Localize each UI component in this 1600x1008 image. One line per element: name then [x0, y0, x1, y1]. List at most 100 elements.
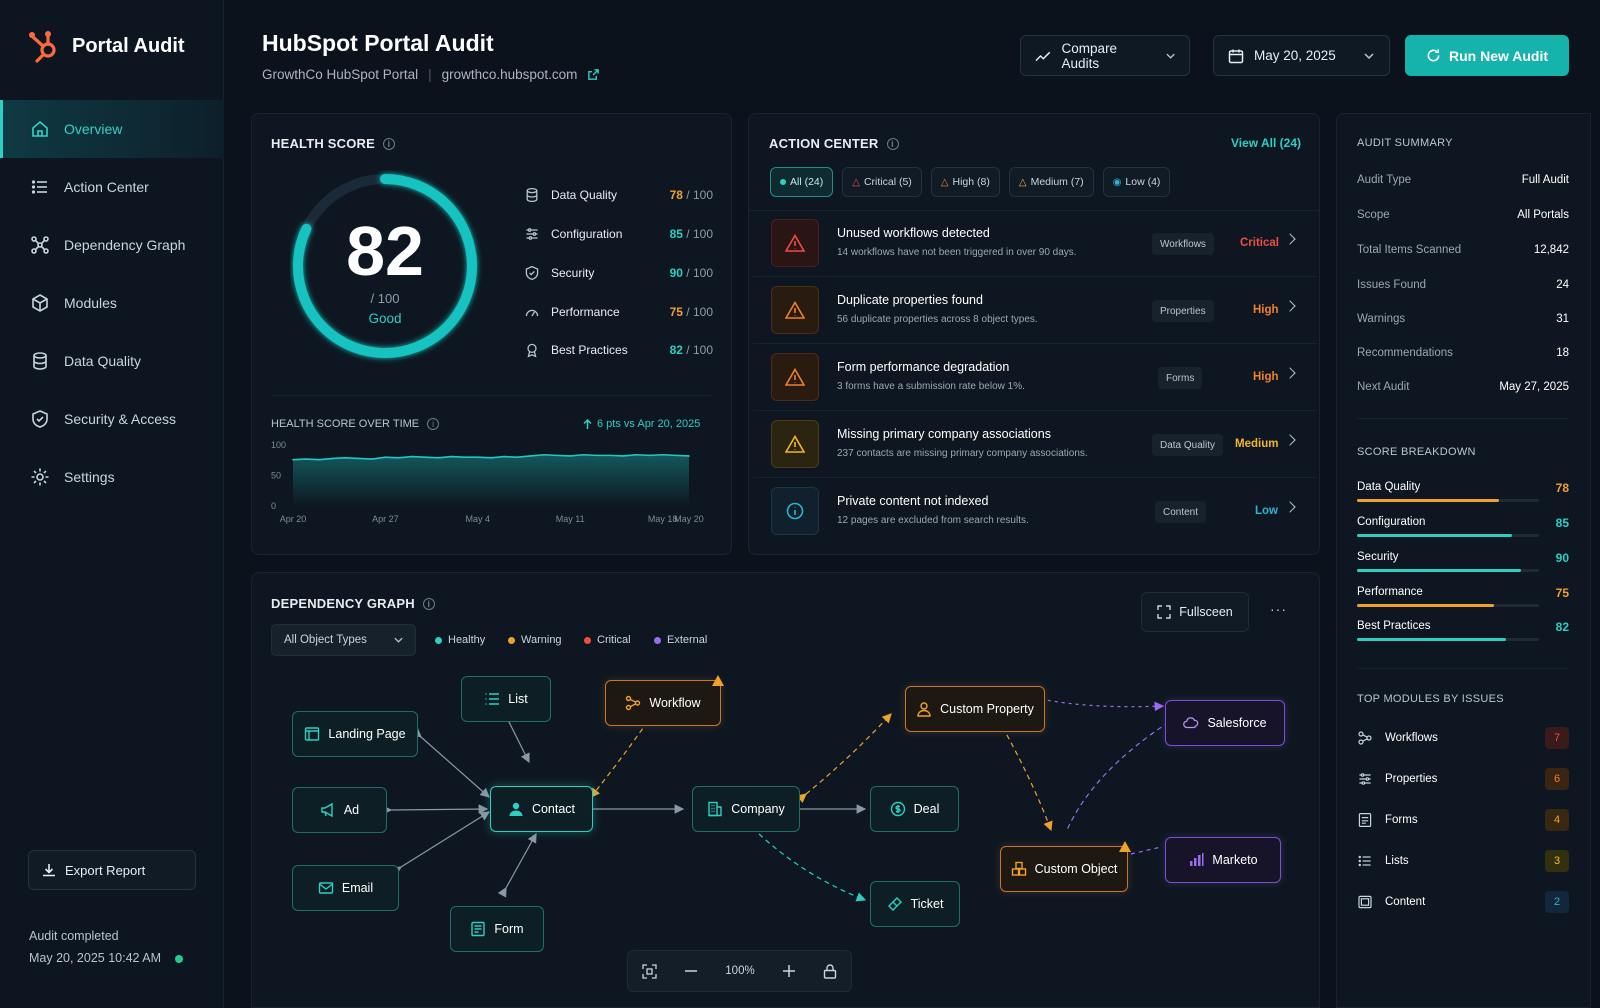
- high-warning-icon: [771, 353, 819, 401]
- summary-row: Audit Type Full Audit: [1357, 174, 1569, 186]
- node-email[interactable]: Email: [292, 865, 399, 911]
- trend-point: [688, 455, 690, 457]
- metric-max: / 100: [682, 305, 713, 319]
- nav-item-security-access[interactable]: Security & Access: [0, 390, 224, 448]
- app-logo[interactable]: Portal Audit: [28, 28, 185, 64]
- node-marketo[interactable]: Marketo: [1165, 837, 1281, 883]
- action-item[interactable]: Duplicate properties found 56 duplicate …: [753, 278, 1318, 344]
- module-issue-count: 7: [1545, 727, 1569, 749]
- node-landing-page[interactable]: Landing Page: [292, 711, 418, 757]
- node-list[interactable]: List: [461, 676, 551, 722]
- health-over-time-heading: HEALTH SCORE OVER TIME: [271, 418, 420, 430]
- trend-point: [437, 457, 439, 459]
- legend-dot-icon: [435, 636, 442, 644]
- breakdown-row: Security 90: [1357, 551, 1569, 581]
- metric-value: 85 / 100: [670, 227, 713, 241]
- filter-chip-high[interactable]: △ High (8): [930, 167, 1000, 197]
- info-icon[interactable]: i: [886, 137, 899, 150]
- fit-view-icon[interactable]: [642, 963, 657, 979]
- nav-item-data-quality[interactable]: Data Quality: [0, 332, 224, 390]
- filter-chip-all[interactable]: All (24): [770, 167, 834, 197]
- more-options-icon[interactable]: ···: [1270, 601, 1287, 617]
- fullscreen-button[interactable]: Fullsceen: [1141, 592, 1249, 632]
- node-custom-object[interactable]: Custom Object: [1000, 841, 1131, 892]
- nav-item-action-center[interactable]: Action Center: [0, 158, 224, 216]
- node-ticket[interactable]: Ticket: [870, 881, 960, 927]
- object-type-filter[interactable]: All Object Types: [271, 624, 416, 656]
- summary-row: Scope All Portals: [1357, 209, 1569, 221]
- action-item[interactable]: Missing primary company associations 237…: [753, 412, 1318, 478]
- view-all-link[interactable]: View All (24): [1231, 136, 1302, 150]
- trend-point: [318, 458, 321, 461]
- node-company[interactable]: Company: [692, 786, 800, 832]
- trend-point: [675, 454, 677, 457]
- node-label: Ticket: [910, 897, 944, 911]
- export-report-button[interactable]: Export Report: [28, 850, 196, 890]
- metric-best-practices: Best Practices 82 / 100: [523, 340, 713, 360]
- legend-label: External: [667, 634, 708, 646]
- node-form[interactable]: Form: [450, 906, 544, 952]
- health-score-heading: HEALTH SCORE: [271, 136, 375, 151]
- info-icon[interactable]: i: [427, 418, 440, 430]
- node-salesforce[interactable]: Salesforce: [1165, 700, 1285, 746]
- audit-status-time: May 20, 2025 10:42 AM: [29, 951, 162, 965]
- external-link-icon[interactable]: [587, 68, 600, 81]
- filter-chip-medium[interactable]: △ Medium (7): [1008, 167, 1094, 197]
- module-row-lists[interactable]: Lists 3: [1357, 850, 1569, 872]
- warning-triangle-icon: △: [940, 176, 949, 188]
- action-item[interactable]: Form performance degradation 3 forms hav…: [753, 345, 1318, 411]
- module-row-content[interactable]: Content 2: [1357, 891, 1569, 913]
- object-type-filter-label: All Object Types: [284, 634, 367, 646]
- module-row-workflows[interactable]: Workflows 7: [1357, 727, 1569, 749]
- zoom-out-icon[interactable]: [684, 964, 698, 978]
- nav-label: Security & Access: [64, 411, 177, 427]
- node-custom-property[interactable]: Custom Property: [905, 686, 1045, 732]
- breakdown-value: 78: [1555, 481, 1569, 495]
- nav-item-dependency-graph[interactable]: Dependency Graph: [0, 216, 224, 274]
- module-issue-count: 3: [1545, 850, 1569, 872]
- user-outline-icon: [917, 702, 931, 717]
- run-new-audit-button[interactable]: Run New Audit: [1405, 35, 1569, 76]
- warning-badge-icon: [712, 675, 724, 686]
- filter-chip-low[interactable]: ◉ Low (4): [1102, 167, 1171, 197]
- zoom-in-icon[interactable]: [782, 964, 796, 978]
- node-workflow[interactable]: Workflow: [605, 675, 724, 726]
- node-contact[interactable]: Contact: [490, 786, 593, 832]
- legend-warning: Warning: [508, 634, 562, 646]
- health-over-time-title: HEALTH SCORE OVER TIME i: [271, 418, 440, 430]
- nav-label: Modules: [64, 295, 117, 311]
- sidebar-nav: Overview Action Center Dependency Graph …: [0, 100, 224, 506]
- content-icon: [1358, 895, 1372, 909]
- nav-item-settings[interactable]: Settings: [0, 448, 224, 506]
- portal-domain-link[interactable]: growthco.hubspot.com: [441, 67, 578, 82]
- breakdown-bar-fill: [1357, 604, 1494, 607]
- nav-item-modules[interactable]: Modules: [0, 274, 224, 332]
- action-title: Missing primary company associations: [837, 427, 1051, 441]
- summary-value: 12,842: [1533, 244, 1569, 256]
- audit-date-picker[interactable]: May 20, 2025: [1213, 35, 1390, 76]
- info-icon[interactable]: i: [383, 137, 395, 150]
- cube-icon: [32, 294, 48, 312]
- action-item[interactable]: Private content not indexed 12 pages are…: [753, 479, 1318, 545]
- node-label: Company: [731, 802, 785, 816]
- module-row-properties[interactable]: Properties 6: [1357, 768, 1569, 790]
- node-ad[interactable]: Ad: [292, 787, 387, 833]
- trend-point: [503, 455, 505, 458]
- trend-point: [424, 456, 426, 458]
- building-icon: [708, 801, 722, 817]
- warning-triangle-icon: △: [1018, 176, 1027, 188]
- lock-icon[interactable]: [823, 963, 837, 979]
- node-deal[interactable]: Deal: [870, 786, 959, 832]
- module-row-forms[interactable]: Forms 4: [1357, 809, 1569, 831]
- module-label: Workflows: [1385, 732, 1438, 744]
- compare-audits-dropdown[interactable]: Compare Audits: [1020, 35, 1190, 76]
- info-icon[interactable]: i: [422, 597, 435, 610]
- nav-item-overview[interactable]: Overview: [0, 100, 224, 158]
- action-category-tag: Forms: [1158, 367, 1203, 389]
- action-item[interactable]: Unused workflows detected 14 workflows h…: [753, 211, 1318, 277]
- metric-label: Performance: [551, 305, 620, 319]
- action-description: 3 forms have a submission rate below 1%.: [837, 381, 1025, 392]
- filter-chip-critical[interactable]: △ Critical (5): [842, 167, 922, 197]
- x-tick-label: May 4: [466, 514, 491, 524]
- edge-landing-contact: [411, 727, 490, 798]
